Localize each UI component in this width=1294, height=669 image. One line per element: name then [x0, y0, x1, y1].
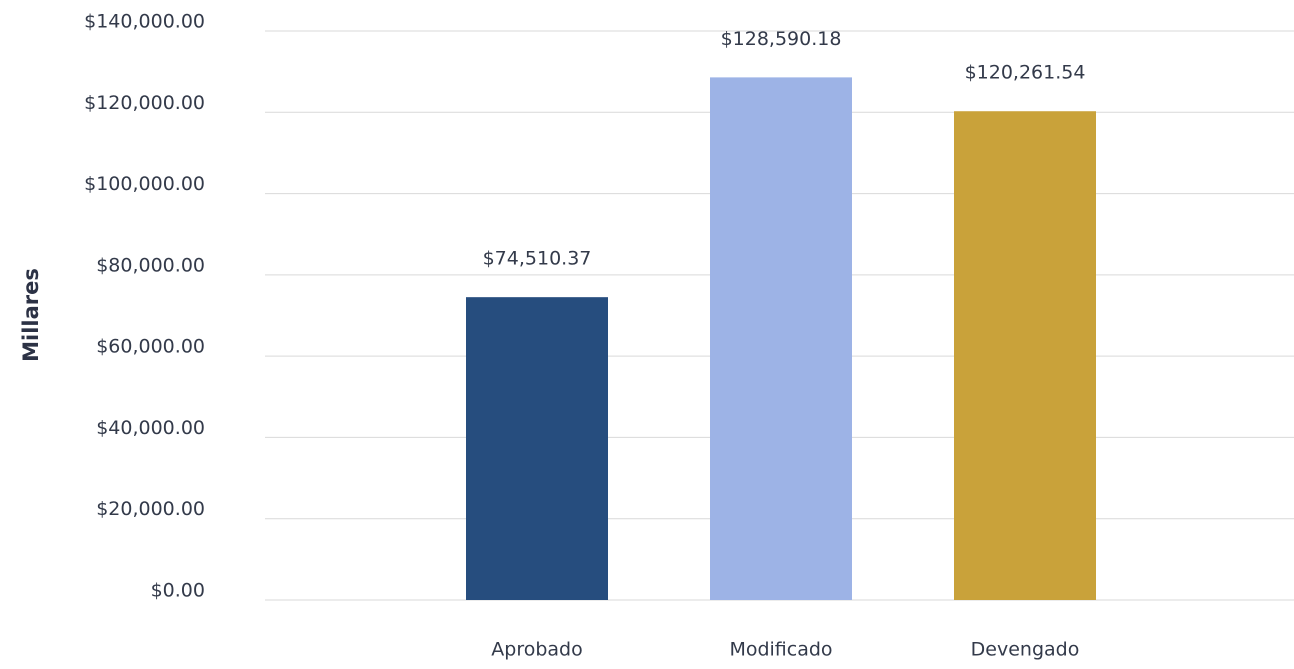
data-label: $120,261.54 — [965, 62, 1086, 84]
bar — [954, 111, 1096, 600]
data-label: $74,510.37 — [483, 248, 592, 270]
y-tick-label: $40,000.00 — [96, 417, 205, 439]
y-tick-label: $60,000.00 — [96, 336, 205, 358]
data-label: $128,590.18 — [721, 28, 842, 50]
y-tick-label: $20,000.00 — [96, 498, 205, 520]
y-tick-label: $120,000.00 — [84, 92, 205, 114]
x-tick-label: Aprobado — [491, 639, 582, 661]
y-tick-label: $0.00 — [151, 580, 205, 602]
y-tick-label: $100,000.00 — [84, 173, 205, 195]
bar — [710, 77, 852, 601]
x-tick-label: Devengado — [971, 639, 1080, 661]
x-tick-label: Modificado — [729, 639, 832, 661]
bar — [466, 297, 608, 600]
y-axis-title: Millares — [19, 268, 43, 362]
y-tick-label: $140,000.00 — [84, 11, 205, 33]
y-tick-label: $80,000.00 — [96, 254, 205, 276]
